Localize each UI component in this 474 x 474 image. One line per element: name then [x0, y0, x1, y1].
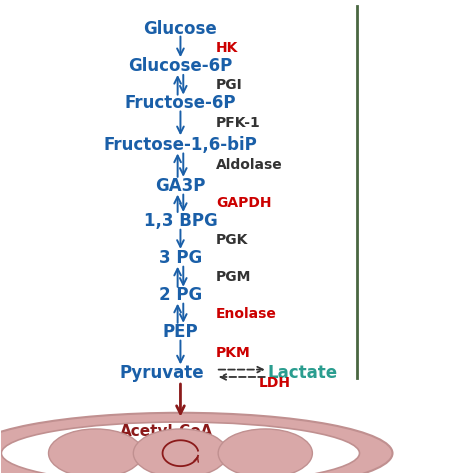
Text: Glucose-6P: Glucose-6P	[128, 57, 233, 75]
Text: GAPDH: GAPDH	[216, 196, 271, 210]
Text: 2 PG: 2 PG	[159, 286, 202, 304]
Text: PKM: PKM	[216, 346, 251, 360]
Text: PFK-1: PFK-1	[216, 116, 261, 130]
Text: 3 PG: 3 PG	[159, 249, 202, 267]
Text: PGI: PGI	[216, 78, 243, 91]
Ellipse shape	[133, 429, 228, 474]
Ellipse shape	[1, 422, 359, 474]
Text: 1,3 BPG: 1,3 BPG	[144, 212, 217, 230]
Text: Pyruvate: Pyruvate	[119, 365, 204, 383]
Text: Glucose: Glucose	[144, 20, 217, 38]
Text: LDH: LDH	[259, 376, 291, 391]
Text: Lactate: Lactate	[268, 365, 338, 383]
Text: Fructose-6P: Fructose-6P	[125, 94, 236, 112]
Text: Acetyl-CoA: Acetyl-CoA	[120, 424, 213, 438]
Text: PEP: PEP	[163, 323, 198, 341]
Text: HK: HK	[216, 41, 238, 55]
Ellipse shape	[218, 429, 312, 474]
Text: PGK: PGK	[216, 233, 248, 247]
Ellipse shape	[0, 413, 392, 474]
Text: Fructose-1,6-biP: Fructose-1,6-biP	[104, 136, 257, 154]
Ellipse shape	[48, 429, 143, 474]
Text: Aldolase: Aldolase	[216, 158, 283, 172]
Text: PGM: PGM	[216, 270, 251, 284]
Text: GA3P: GA3P	[155, 177, 206, 195]
Text: Enolase: Enolase	[216, 307, 277, 321]
